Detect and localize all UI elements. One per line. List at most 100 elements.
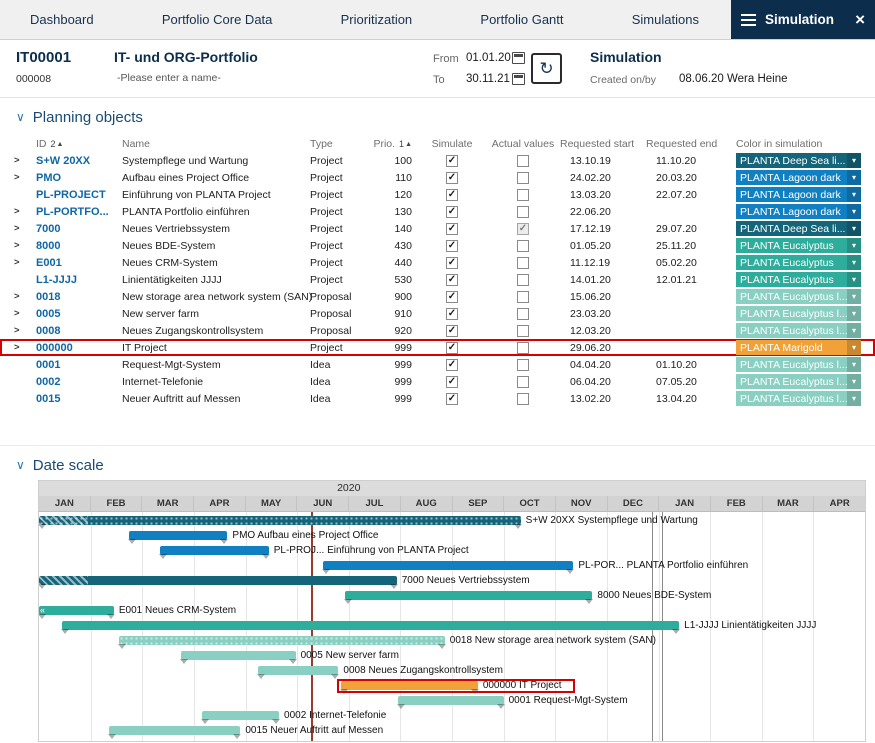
simulate-checkbox[interactable]: ✓ — [446, 291, 458, 303]
color-in-simulation-select[interactable]: PLANTA Lagoon dark ▾ — [736, 187, 861, 202]
simulate-checkbox[interactable]: ✓ — [446, 257, 458, 269]
row-id-link[interactable]: 7000 — [36, 223, 122, 235]
row-id-link[interactable]: S+W 20XX — [36, 155, 122, 167]
table-row[interactable]: > 000000 IT Project Project 999 ✓ 29.06.… — [0, 339, 875, 356]
row-id-link[interactable]: L1-JJJJ — [36, 274, 122, 286]
expand-arrow-icon[interactable]: > — [14, 308, 36, 319]
simulate-checkbox[interactable]: ✓ — [446, 342, 458, 354]
expand-arrow-icon[interactable]: > — [14, 291, 36, 302]
color-in-simulation-select[interactable]: PLANTA Eucalyptus l... ▾ — [736, 357, 861, 372]
row-id-link[interactable]: PMO — [36, 172, 122, 184]
expand-arrow-icon[interactable]: > — [14, 325, 36, 336]
gantt-bar[interactable] — [119, 636, 445, 645]
actual-values-checkbox[interactable] — [517, 308, 529, 320]
simulate-checkbox[interactable]: ✓ — [446, 189, 458, 201]
actual-values-checkbox[interactable] — [517, 189, 529, 201]
expand-arrow-icon[interactable]: > — [14, 257, 36, 268]
table-row[interactable]: > 8000 Neues BDE-System Project 430 ✓ 01… — [0, 237, 875, 254]
simulate-checkbox[interactable]: ✓ — [446, 240, 458, 252]
to-date-field[interactable]: 30.11.21 — [466, 73, 510, 85]
row-id-link[interactable]: 000000 — [36, 342, 122, 354]
table-row[interactable]: PL-PROJECT Einführung von PLANTA Project… — [0, 186, 875, 203]
gantt-bar[interactable] — [181, 651, 296, 660]
expand-arrow-icon[interactable]: > — [14, 240, 36, 251]
nav-tab-simulations[interactable]: Simulations — [632, 12, 699, 27]
simulate-checkbox[interactable]: ✓ — [446, 206, 458, 218]
actual-values-checkbox[interactable] — [517, 257, 529, 269]
close-icon[interactable]: × — [855, 11, 865, 28]
simulate-checkbox[interactable]: ✓ — [446, 359, 458, 371]
simulate-checkbox[interactable]: ✓ — [446, 274, 458, 286]
table-row[interactable]: > 7000 Neues Vertriebssystem Project 140… — [0, 220, 875, 237]
color-in-simulation-select[interactable]: PLANTA Deep Sea li... ▾ — [736, 153, 861, 168]
color-in-simulation-select[interactable]: PLANTA Lagoon dark ▾ — [736, 170, 861, 185]
from-date-field[interactable]: 01.01.20 — [466, 52, 511, 64]
gantt-bar[interactable] — [39, 576, 397, 585]
nav-tab-portfolio-core-data[interactable]: Portfolio Core Data — [162, 12, 273, 27]
actual-values-checkbox[interactable] — [517, 240, 529, 252]
simulate-checkbox[interactable]: ✓ — [446, 172, 458, 184]
nav-tab-dashboard[interactable]: Dashboard — [30, 12, 94, 27]
color-in-simulation-select[interactable]: PLANTA Eucalyptus l... ▾ — [736, 391, 861, 406]
actual-values-checkbox[interactable] — [517, 393, 529, 405]
nav-tab-simulation-active[interactable]: Simulation × — [731, 0, 875, 39]
actual-values-checkbox[interactable] — [517, 376, 529, 388]
actual-values-checkbox[interactable] — [517, 291, 529, 303]
actual-values-checkbox[interactable] — [517, 274, 529, 286]
color-in-simulation-select[interactable]: PLANTA Eucalyptus l... ▾ — [736, 306, 861, 321]
col-header-actual-values[interactable]: Actual values — [490, 138, 556, 150]
actual-values-checkbox[interactable]: ✓ — [517, 223, 529, 235]
actual-values-checkbox[interactable] — [517, 325, 529, 337]
actual-values-checkbox[interactable] — [517, 206, 529, 218]
row-id-link[interactable]: 0005 — [36, 308, 122, 320]
expand-arrow-icon[interactable]: > — [14, 223, 36, 234]
table-row[interactable]: > E001 Neues CRM-System Project 440 ✓ 11… — [0, 254, 875, 271]
row-id-link[interactable]: 0002 — [36, 376, 122, 388]
gantt-bar[interactable] — [323, 561, 573, 570]
nav-tab-portfolio-gantt[interactable]: Portfolio Gantt — [480, 12, 563, 27]
gantt-bar[interactable] — [258, 666, 338, 675]
portfolio-id[interactable]: IT00001 — [16, 49, 71, 66]
color-in-simulation-select[interactable]: PLANTA Eucalyptus ▾ — [736, 238, 861, 253]
actual-values-checkbox[interactable] — [517, 359, 529, 371]
row-id-link[interactable]: 0018 — [36, 291, 122, 303]
col-header-type[interactable]: Type — [310, 138, 368, 150]
simulate-checkbox[interactable]: ✓ — [446, 155, 458, 167]
color-in-simulation-select[interactable]: PLANTA Deep Sea li... ▾ — [736, 221, 861, 236]
col-header-requested-start[interactable]: Requested start — [556, 138, 642, 150]
col-header-simulate[interactable]: Simulate — [414, 138, 490, 150]
simulate-checkbox[interactable]: ✓ — [446, 376, 458, 388]
color-in-simulation-select[interactable]: PLANTA Eucalyptus l... ▾ — [736, 323, 861, 338]
actual-values-checkbox[interactable] — [517, 155, 529, 167]
refresh-button[interactable]: ↻ — [531, 53, 562, 84]
table-row[interactable]: > PMO Aufbau eines Project Office Projec… — [0, 169, 875, 186]
gantt-bar[interactable] — [202, 711, 279, 720]
expand-arrow-icon[interactable]: > — [14, 206, 36, 217]
gantt-bar[interactable] — [39, 516, 521, 525]
row-id-link[interactable]: PL-PROJECT — [36, 189, 122, 201]
simulate-checkbox[interactable]: ✓ — [446, 393, 458, 405]
table-row[interactable]: 0002 Internet-Telefonie Idea 999 ✓ 06.04… — [0, 373, 875, 390]
color-in-simulation-select[interactable]: PLANTA Eucalyptus ▾ — [736, 272, 861, 287]
color-in-simulation-select[interactable]: PLANTA Eucalyptus ▾ — [736, 255, 861, 270]
expand-arrow-icon[interactable]: > — [14, 155, 36, 166]
table-row[interactable]: > PL-PORTFO... PLANTA Portfolio einführe… — [0, 203, 875, 220]
expand-arrow-icon[interactable]: > — [14, 342, 36, 353]
color-in-simulation-select[interactable]: PLANTA Lagoon dark ▾ — [736, 204, 861, 219]
calendar-icon[interactable] — [512, 52, 525, 64]
table-row[interactable]: 0015 Neuer Auftritt auf Messen Idea 999 … — [0, 390, 875, 407]
table-row[interactable]: > S+W 20XX Systempflege und Wartung Proj… — [0, 152, 875, 169]
color-in-simulation-select[interactable]: PLANTA Eucalyptus l... ▾ — [736, 374, 861, 389]
row-id-link[interactable]: 0001 — [36, 359, 122, 371]
nav-tab-prioritization[interactable]: Prioritization — [341, 12, 413, 27]
col-header-name[interactable]: Name — [122, 138, 310, 150]
color-in-simulation-select[interactable]: PLANTA Eucalyptus l... ▾ — [736, 289, 861, 304]
portfolio-name-placeholder[interactable]: -Please enter a name- — [117, 72, 221, 84]
simulate-checkbox[interactable]: ✓ — [446, 308, 458, 320]
color-in-simulation-select[interactable]: PLANTA Marigold ▾ — [736, 340, 861, 355]
table-row[interactable]: > 0008 Neues Zugangskontrollsystem Propo… — [0, 322, 875, 339]
row-id-link[interactable]: 0008 — [36, 325, 122, 337]
actual-values-checkbox[interactable] — [517, 342, 529, 354]
date-scale-section-header[interactable]: ∨ Date scale — [0, 456, 875, 474]
row-id-link[interactable]: 0015 — [36, 393, 122, 405]
